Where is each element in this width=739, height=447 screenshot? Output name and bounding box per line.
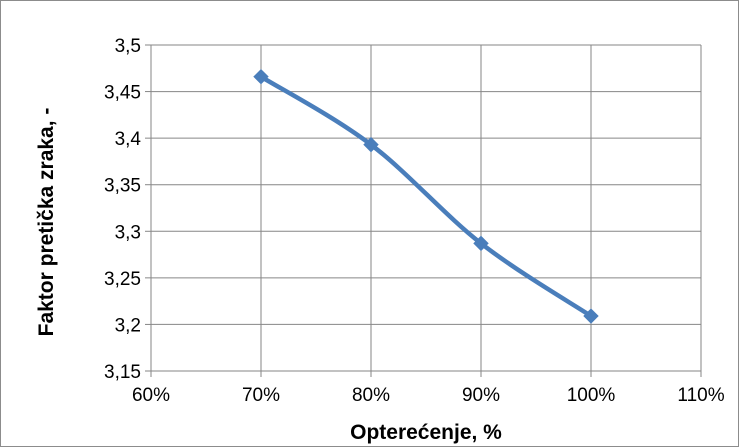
data-point-marker [473, 235, 489, 252]
series-line [258, 74, 594, 319]
x-tick-labels: 60% 70% 80% 90% 100% 110% [132, 385, 725, 406]
horizontal-gridlines [151, 44, 701, 325]
data-point-marker [363, 136, 379, 153]
y-tick-label: 3,15 [104, 362, 141, 383]
y-tick-label: 3,2 [115, 315, 141, 336]
x-tick-label: 60% [132, 385, 170, 406]
series-group [253, 68, 599, 324]
x-tick-label: 90% [462, 385, 500, 406]
x-tick-label: 70% [242, 385, 280, 406]
x-axis-title: Opterećenje, % [350, 421, 502, 444]
axis-lines [145, 44, 702, 377]
y-tick-label: 3,4 [115, 129, 142, 150]
y-tick-label: 3,35 [104, 176, 141, 197]
y-tick-label: 3,45 [104, 83, 141, 104]
y-tick-label: 3,25 [104, 269, 141, 290]
x-tick-label: 110% [677, 385, 724, 406]
x-tick-label: 100% [567, 385, 616, 406]
data-point-marker [253, 68, 269, 85]
x-tick-label: 80% [352, 385, 390, 406]
data-point-marker [583, 308, 599, 324]
y-tick-labels: 3,15 3,2 3,25 3,3 3,35 3,4 3,45 3,5 [104, 36, 141, 383]
vertical-gridlines [260, 45, 702, 371]
y-tick-label: 3,5 [115, 36, 141, 57]
y-axis-title: Faktor pretička zraka, - [35, 108, 58, 337]
y-tick-label: 3,3 [115, 222, 141, 243]
